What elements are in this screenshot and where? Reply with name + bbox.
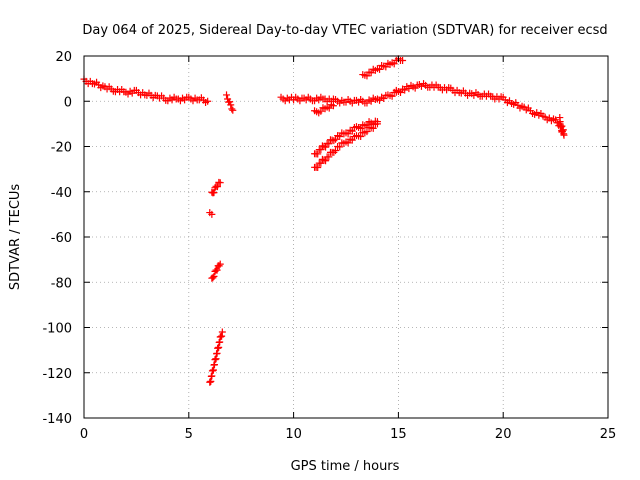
data-point — [216, 179, 224, 187]
data-point — [348, 127, 356, 135]
data-point — [373, 118, 381, 126]
data-point — [204, 97, 212, 105]
data-track — [223, 91, 237, 114]
x-tick-label: 10 — [285, 427, 302, 442]
data-track — [277, 88, 400, 107]
y-tick-label: -140 — [42, 412, 72, 427]
x-tick-label: 5 — [185, 427, 193, 442]
y-tick-label: -40 — [51, 186, 72, 201]
data-point — [317, 146, 325, 154]
data-point — [332, 135, 340, 143]
data-point — [229, 106, 237, 114]
data-point — [223, 91, 231, 99]
data-track — [206, 209, 216, 218]
data-track — [208, 260, 224, 282]
data-track — [392, 80, 566, 130]
data-point — [336, 133, 344, 141]
data-point — [363, 72, 371, 80]
data-track — [311, 117, 381, 158]
y-tick-label: -80 — [51, 276, 72, 291]
data-point — [208, 210, 216, 218]
data-point — [357, 133, 365, 141]
x-tick-label: 25 — [600, 427, 617, 442]
data-point — [330, 137, 338, 145]
data-point — [318, 155, 326, 163]
y-tick-label: -20 — [51, 141, 72, 156]
data-point — [213, 183, 221, 191]
data-point — [210, 189, 218, 197]
data-point — [317, 159, 325, 167]
data-point — [314, 150, 322, 158]
data-point — [216, 260, 224, 268]
data-point — [318, 142, 326, 150]
data-point — [218, 332, 226, 340]
data-track — [208, 178, 224, 197]
data-point — [227, 101, 235, 109]
data-point — [560, 131, 568, 139]
data-point — [330, 148, 338, 156]
x-tick-label: 20 — [495, 427, 512, 442]
x-tick-label: 0 — [80, 427, 88, 442]
y-tick-label: -120 — [42, 367, 72, 382]
data-point — [228, 105, 236, 113]
data-point — [320, 156, 328, 164]
data-point — [314, 164, 322, 172]
data-track — [556, 114, 568, 139]
data-track — [311, 120, 381, 172]
data-point — [226, 98, 234, 106]
data-point — [344, 130, 352, 138]
chart-title: Day 064 of 2025, Sidereal Day-to-day VTE… — [82, 23, 607, 38]
data-point — [325, 140, 333, 148]
data-point — [329, 102, 337, 110]
axis-ticks: 0 5 10 15 20 25 20 0 -20 -40 -60 -80 -100 -120 -140 — [42, 50, 616, 442]
data-point — [388, 92, 396, 100]
data-point — [210, 272, 218, 280]
data-track — [311, 101, 337, 117]
data-point — [399, 57, 407, 65]
data-track — [206, 328, 226, 386]
data-point — [376, 65, 384, 73]
data-point — [332, 147, 340, 155]
data-point — [209, 274, 217, 282]
data-points — [80, 55, 568, 386]
data-track — [80, 75, 212, 106]
data-point — [348, 136, 356, 144]
y-axis-label: SDTVAR / TECUs — [8, 184, 23, 291]
grid-lines — [84, 56, 608, 418]
y-tick-label: 0 — [64, 95, 72, 110]
y-tick-label: -100 — [42, 322, 72, 337]
data-point — [357, 124, 365, 132]
data-point — [322, 143, 330, 151]
x-axis-label: GPS time / hours — [291, 459, 400, 474]
data-point — [215, 262, 223, 270]
data-point — [363, 128, 371, 136]
data-point — [336, 143, 344, 151]
data-track — [359, 55, 407, 80]
x-tick-label: 15 — [390, 427, 407, 442]
y-tick-label: -60 — [51, 231, 72, 246]
data-point — [344, 139, 352, 147]
y-tick-label: 20 — [55, 50, 72, 65]
data-point — [218, 328, 226, 336]
data-point — [213, 266, 221, 274]
data-point — [322, 157, 330, 165]
data-point — [325, 153, 333, 161]
data-point — [320, 143, 328, 150]
